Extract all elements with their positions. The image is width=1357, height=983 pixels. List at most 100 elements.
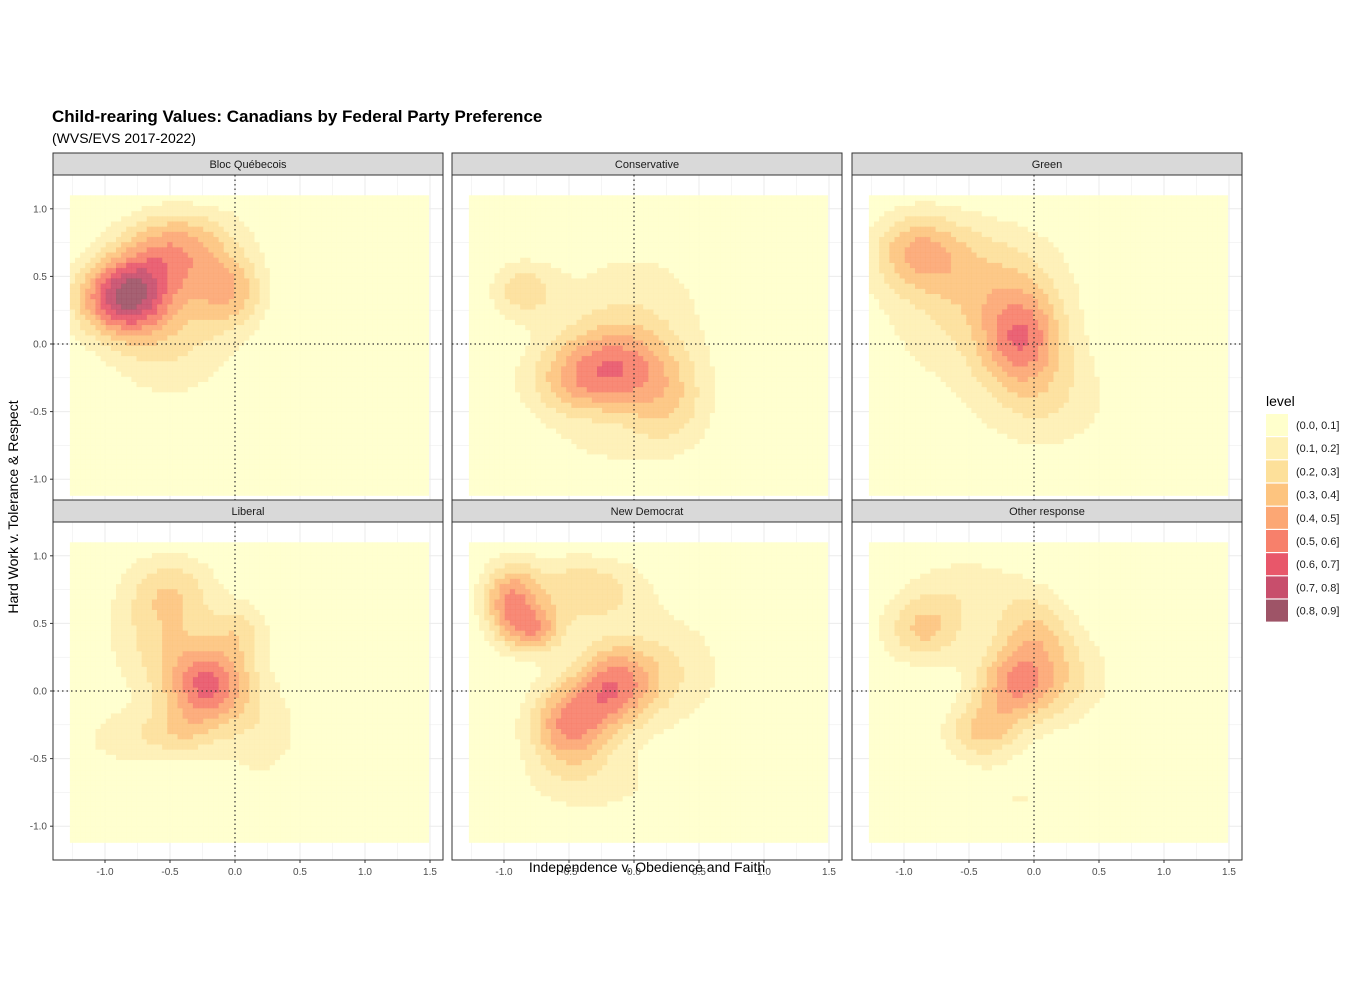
density-cell <box>423 464 430 470</box>
density-cell <box>249 422 255 429</box>
density-cell <box>69 231 76 238</box>
density-cell <box>479 324 485 331</box>
density-cell <box>509 402 516 408</box>
density-cell <box>110 314 117 320</box>
density-cell <box>146 381 153 388</box>
density-cell <box>413 247 419 253</box>
density-cell <box>336 215 342 222</box>
density-cell <box>136 195 143 201</box>
density-cell <box>346 360 353 367</box>
density-cell <box>157 324 163 331</box>
density-cell <box>372 262 378 269</box>
density-cell <box>418 247 424 253</box>
density-cell <box>484 412 490 419</box>
density-cell <box>259 366 266 372</box>
density-cell <box>259 474 266 481</box>
density-cell <box>85 454 91 460</box>
density-cell <box>280 448 286 455</box>
density-cell <box>121 195 127 201</box>
density-cell <box>249 215 255 222</box>
density-cell <box>239 428 245 434</box>
density-cell <box>187 350 194 357</box>
density-cell <box>509 335 516 341</box>
density-cell <box>274 257 281 263</box>
density-cell <box>290 303 296 310</box>
density-cell <box>525 454 531 460</box>
density-cell <box>423 366 430 372</box>
density-cell <box>80 381 86 388</box>
density-cell <box>105 345 112 351</box>
density-cell <box>121 241 127 248</box>
density-cell <box>116 293 122 300</box>
density-cell <box>146 314 153 320</box>
density-cell <box>182 288 189 294</box>
density-cell <box>218 360 225 367</box>
density-cell <box>418 200 424 207</box>
density-cell <box>295 236 301 243</box>
density-cell <box>172 474 178 481</box>
density-cell <box>392 231 399 238</box>
density-cell <box>372 247 378 253</box>
density-cell <box>515 283 521 289</box>
density-cell <box>520 350 526 357</box>
density-cell <box>418 443 424 450</box>
density-cell <box>177 479 184 486</box>
density-cell <box>499 335 506 341</box>
density-cell <box>192 474 199 481</box>
density-cell <box>290 386 296 393</box>
density-cell <box>269 226 276 232</box>
density-cell <box>474 283 480 289</box>
density-cell <box>69 200 76 207</box>
density-cell <box>326 319 332 326</box>
density-cell <box>259 376 266 382</box>
density-cell <box>162 278 168 284</box>
density-cell <box>530 479 536 486</box>
density-cell <box>423 257 430 263</box>
density-cell <box>499 381 506 388</box>
density-cell <box>504 272 511 279</box>
density-cell <box>468 438 475 445</box>
density-cell <box>208 371 214 377</box>
density-cell <box>362 303 368 310</box>
density-cell <box>408 407 414 414</box>
density-cell <box>479 252 485 258</box>
density-cell <box>356 226 363 232</box>
density-cell <box>85 402 91 408</box>
density-cell <box>504 490 511 496</box>
density-cell <box>116 231 122 238</box>
panels: Bloc Québecois1.00.50.0-0.5-1.0Conservat… <box>30 152 1243 878</box>
density-cell <box>213 257 219 263</box>
density-cell <box>367 412 373 419</box>
density-cell <box>423 386 430 393</box>
density-cell <box>515 464 521 470</box>
density-cell <box>535 335 542 341</box>
density-cell <box>387 329 394 336</box>
y-tick-label: 0.0 <box>33 340 47 351</box>
density-cell <box>413 407 419 414</box>
density-cell <box>274 376 281 382</box>
density-cell <box>162 215 168 222</box>
density-cell <box>110 298 117 305</box>
density-cell <box>192 381 199 388</box>
density-cell <box>494 329 501 336</box>
density-cell <box>233 345 240 351</box>
density-cell <box>187 479 194 486</box>
density-cell <box>346 443 353 450</box>
density-cell <box>264 195 271 201</box>
density-cell <box>203 247 209 253</box>
density-cell <box>372 298 378 305</box>
density-cell <box>315 319 322 326</box>
density-cell <box>315 376 322 382</box>
density-cell <box>121 283 127 289</box>
density-cell <box>239 324 245 331</box>
density-cell <box>172 215 178 222</box>
density-cell <box>479 417 485 424</box>
density-cell <box>367 433 373 439</box>
density-cell <box>254 376 260 382</box>
density-cell <box>372 221 378 227</box>
density-cell <box>177 195 184 201</box>
density-cell <box>116 205 122 212</box>
density-cell <box>525 479 531 486</box>
density-cell <box>494 474 501 481</box>
density-cell <box>321 324 327 331</box>
